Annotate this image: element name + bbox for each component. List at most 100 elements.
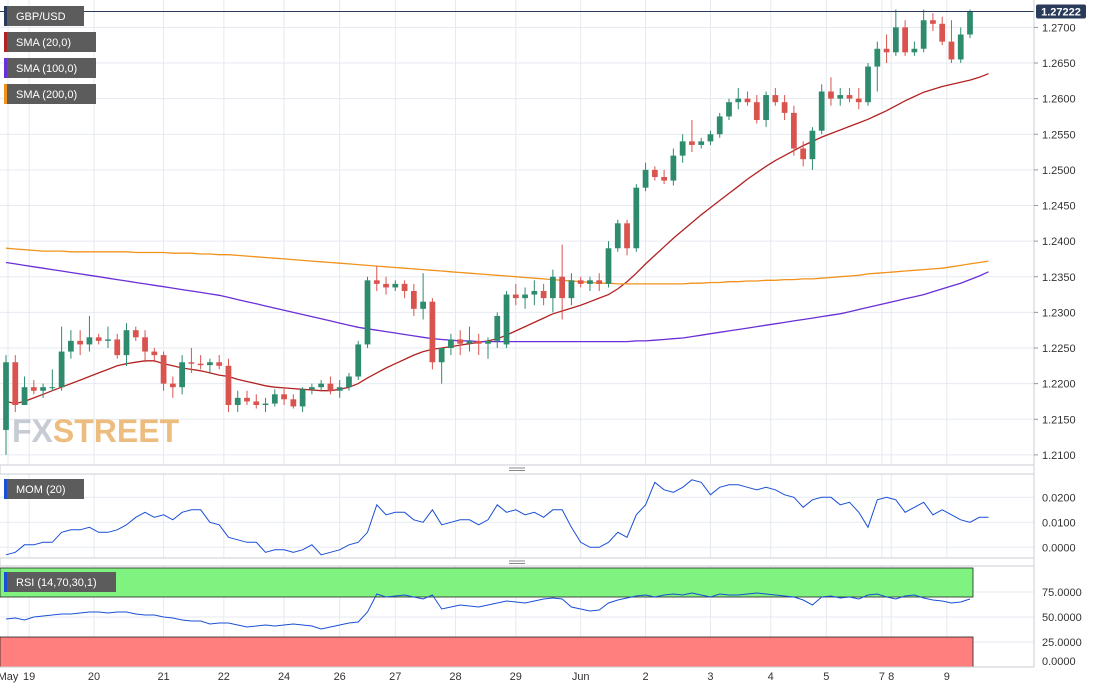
time-tick-label: 9: [944, 671, 950, 683]
time-tick-label: 20: [88, 671, 100, 683]
candle-body: [930, 20, 936, 24]
candle-body: [271, 394, 278, 404]
candle-body: [3, 362, 9, 430]
legend-swatch: [4, 6, 7, 26]
candle-body: [58, 351, 65, 388]
price-axis[interactable]: 1.2700 1.2650 1.2600 1.2550 1.2500 1.2450 1.24…: [1034, 22, 1076, 462]
legend-sma-1[interactable]: SMA (100,0): [4, 58, 96, 78]
candle-body: [207, 362, 213, 366]
candle-body: [216, 362, 223, 366]
rsi-tick-label: 75.0000: [1042, 587, 1082, 599]
rsi-oversold-band: [0, 636, 974, 668]
candle-body: [753, 102, 760, 120]
legend-swatch: [4, 32, 7, 52]
candle-body: [939, 23, 946, 42]
candle-body: [401, 283, 408, 291]
candle-body: [772, 95, 779, 103]
candle-body: [95, 337, 102, 341]
candle-body: [642, 169, 649, 188]
time-tick-label: 3: [707, 671, 713, 683]
momentum-pane[interactable]: [0, 474, 1034, 558]
candle-body: [429, 301, 436, 363]
candle-body: [123, 330, 130, 356]
candle-body: [466, 340, 473, 344]
candle-body: [160, 355, 167, 384]
candles: [3, 9, 973, 455]
candle-body: [494, 315, 501, 341]
candle-body: [485, 340, 491, 344]
candle-body: [12, 362, 19, 405]
price-tick-label: 1.2150: [1042, 414, 1076, 426]
candle-body: [818, 91, 825, 131]
candle-body: [373, 280, 380, 284]
momentum-line: [5, 479, 989, 556]
rsi-tick-label: 0.0000: [1042, 656, 1076, 668]
candle-body: [21, 387, 28, 405]
candle-body: [559, 276, 566, 299]
candle-body: [318, 383, 325, 388]
legend-rsi-label: RSI (14,70,30,1): [16, 577, 97, 589]
momentum-axis[interactable]: 0.0200 0.0100 0.0000: [1042, 492, 1076, 554]
legend-symbol[interactable]: GBP/USD: [4, 6, 84, 26]
candle-body: [114, 339, 121, 356]
candle-body: [633, 187, 640, 249]
candle-body: [309, 387, 315, 390]
pane-separator-2[interactable]: [0, 557, 1035, 567]
candle-body: [49, 387, 56, 389]
pane-separator-1[interactable]: [0, 464, 1035, 475]
candle-body: [364, 280, 371, 345]
legend-swatch: [4, 479, 7, 499]
candle-body: [179, 362, 185, 388]
rsi-line: [5, 592, 971, 630]
candle-body: [689, 141, 695, 145]
candle-body: [40, 387, 46, 391]
current-price-value: 1.27222: [1041, 7, 1081, 19]
candle-body: [957, 34, 964, 60]
time-axis[interactable]: May 19 20 21 22 24 26 27 28 29 Jun 2 3 4 5 7 8 9: [0, 671, 950, 683]
legend-rsi[interactable]: RSI (14,70,30,1): [4, 572, 116, 592]
momentum-line-group: [5, 479, 989, 556]
candle-body: [512, 294, 519, 299]
candle-body: [197, 363, 204, 366]
candle-body: [651, 169, 658, 177]
price-grid: [0, 26, 1034, 456]
candle-body: [781, 102, 788, 113]
time-tick-label: 21: [157, 671, 169, 683]
time-tick-label: 24: [278, 671, 290, 683]
candle-body: [550, 276, 556, 299]
momentum-tick-label: 0.0000: [1042, 542, 1076, 554]
candle-body: [281, 394, 287, 400]
legend-momentum[interactable]: MOM (20): [4, 479, 84, 499]
time-tick-label: Jun: [572, 671, 590, 683]
price-tick-label: 1.2400: [1042, 236, 1076, 248]
price-pane[interactable]: [0, 0, 1034, 465]
legend-sma-2[interactable]: SMA (200,0): [4, 84, 96, 104]
price-tick-label: 1.2100: [1042, 450, 1076, 462]
candle-body: [142, 337, 148, 352]
candle-body: [262, 403, 269, 405]
candle-body: [132, 330, 139, 338]
candle-body: [169, 383, 176, 388]
candle-body: [346, 376, 352, 388]
sma-legends[interactable]: SMA (20,0) SMA (100,0) SMA (200,0): [4, 32, 96, 104]
candle-body: [587, 280, 593, 284]
candle-body: [744, 98, 751, 103]
legend-sma-0[interactable]: SMA (20,0): [4, 32, 96, 52]
candle-body: [355, 344, 362, 377]
candle-body: [948, 41, 955, 60]
rsi-axis[interactable]: 75.0000 50.0000 25.0000 0.0000: [1042, 587, 1082, 668]
candle-body: [327, 383, 334, 391]
candle-body: [383, 283, 389, 288]
candle-body: [336, 387, 343, 391]
candle-body: [225, 365, 232, 405]
price-tick-label: 1.2250: [1042, 343, 1076, 355]
candle-body: [30, 387, 37, 391]
price-tick-label: 1.2700: [1042, 22, 1076, 34]
candle-body: [967, 11, 973, 35]
momentum-tick-label: 0.0100: [1042, 517, 1076, 529]
time-tick-label: 2: [643, 671, 649, 683]
momentum-tick-label: 0.0200: [1042, 492, 1076, 504]
candle-body: [892, 27, 899, 53]
candle-body: [410, 291, 417, 309]
time-tick-label: 5: [823, 671, 829, 683]
